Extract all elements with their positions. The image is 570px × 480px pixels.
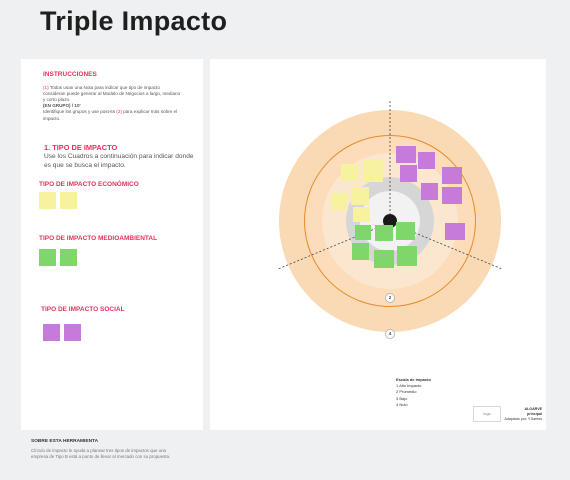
credit-line: Adaptado por: Y.Santos [504, 417, 542, 422]
credit-text: ALGARVE principal Adaptado por: Y.Santos [504, 407, 542, 422]
partner-logo: logo [473, 406, 501, 422]
green-sticky-note[interactable] [60, 249, 77, 266]
canvas-yellow-note[interactable] [331, 193, 348, 210]
instructions-heading: INSTRUCCIONES [43, 71, 97, 78]
step2-post: para explicar más sobre el impacto. [43, 109, 178, 121]
canvas-yellow-note[interactable] [363, 160, 383, 182]
step1-text: Todos usan una Nota para indicar que tip… [43, 85, 181, 103]
canvas-purple-note[interactable] [442, 167, 462, 184]
canvas-yellow-note[interactable] [351, 187, 369, 205]
footer-heading: SOBRE ESTA HERRAMIENTA [31, 439, 99, 444]
canvas-green-note[interactable] [375, 225, 393, 241]
economico-heading: TIPO DE IMPACTO ECONÓMICO [39, 181, 139, 188]
canvas-green-note[interactable] [374, 250, 394, 268]
step1-number: (1) [43, 85, 49, 90]
step2-pre: Identifique los grupos y use post-its [43, 109, 117, 115]
purple-sticky-note[interactable] [64, 324, 81, 341]
legend-item: 1 Alto Impacto [396, 383, 422, 389]
credit-line: ALGARVE [524, 407, 542, 411]
canvas-green-note[interactable] [397, 246, 417, 266]
social-heading: TIPO DE IMPACTO SOCIAL [41, 306, 125, 313]
ring-label-2: 2 [385, 293, 395, 303]
center-dot [383, 214, 397, 228]
medioambiental-heading: TIPO DE IMPACTO MEDIOAMBIENTAL [39, 235, 158, 242]
tipo-heading: 1. TIPO DE IMPACTO [44, 143, 118, 152]
legend-item: 3 Bajo [396, 395, 408, 401]
partner-logo-text: logo [483, 411, 491, 416]
canvas-yellow-note[interactable] [353, 207, 370, 222]
tipo-body: Use los Cuadros a continuación para indi… [44, 153, 194, 169]
ring-label-4: 4 [385, 329, 395, 339]
canvas-green-note[interactable] [352, 243, 369, 260]
canvas-green-note[interactable] [396, 222, 415, 240]
canvas-purple-note[interactable] [400, 165, 417, 182]
instructions-text: (1) Todos usan una Nota para indicar que… [43, 85, 183, 122]
yellow-sticky-note[interactable] [60, 192, 77, 209]
page-title: Triple Impacto [40, 6, 228, 36]
canvas-purple-note[interactable] [445, 223, 465, 240]
dividers [277, 101, 503, 270]
step2-number: (2) [116, 109, 122, 115]
legend-title: Escala de impacto [396, 377, 431, 382]
green-sticky-note[interactable] [39, 249, 56, 266]
canvas-purple-note[interactable] [396, 146, 416, 163]
group-line: (EN GRUPO) / 10' [43, 103, 81, 109]
canvas-purple-note[interactable] [418, 152, 435, 169]
footer-body: Círculo de impacto le ayuda a planear tr… [31, 448, 171, 460]
canvas-yellow-note[interactable] [341, 164, 358, 181]
impact-canvas: 2 4 Escala de impacto 1 Alto Impacto 2 P… [210, 59, 546, 430]
yellow-sticky-note[interactable] [39, 192, 56, 209]
impact-scale-legend: Escala de impacto 1 Alto Impacto 2 Prome… [396, 377, 431, 408]
purple-sticky-note[interactable] [43, 324, 60, 341]
legend-item: 2 Promedio [396, 389, 417, 395]
credit-line: principal [527, 412, 542, 417]
canvas-purple-note[interactable] [421, 183, 438, 200]
legend-item: 4 Nulo [396, 401, 408, 407]
instructions-panel: INSTRUCCIONES (1) Todos usan una Nota pa… [21, 59, 203, 430]
canvas-purple-note[interactable] [442, 187, 462, 204]
canvas-green-note[interactable] [355, 225, 371, 240]
